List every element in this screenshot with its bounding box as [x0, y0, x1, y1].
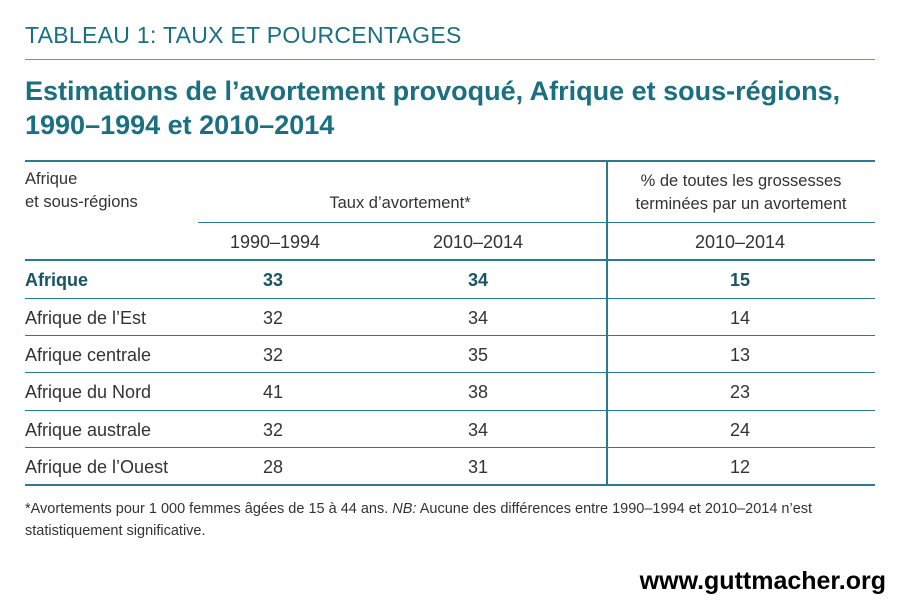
- row-region: Afrique centrale: [25, 345, 152, 365]
- header-pct-line1: % de toutes les grossesses: [640, 172, 842, 190]
- row-region: Afrique du Nord: [25, 382, 152, 402]
- row-rate-1990: 32: [262, 308, 284, 328]
- row-divider: [25, 335, 875, 336]
- row-divider: [25, 372, 875, 373]
- row-pct-2010: 12: [729, 457, 751, 477]
- page-title: Estimations de l’avortement provoqué, Af…: [25, 76, 841, 140]
- table-label: TABLEAU 1: TAUX ET POURCENTAGES: [25, 22, 462, 48]
- row-rate-1990: 41: [262, 382, 284, 402]
- footnote-nb-label: NB:: [392, 501, 417, 517]
- row-pct-2010: 14: [729, 308, 751, 328]
- row-divider: [25, 298, 875, 299]
- row-rate-2010: 34: [467, 420, 489, 440]
- row-rate-1990: 28: [262, 457, 284, 477]
- footnote-nb-text: Aucune des différences entre 1990–1994 e…: [25, 501, 813, 539]
- footnote-star: *Avortements pour 1 000 femmes âgées de …: [25, 501, 389, 517]
- subheader-2010: 2010–2014: [432, 232, 524, 252]
- header-abortion-rate: Taux d’avortement*: [329, 194, 471, 212]
- row-rate-2010: 34: [467, 308, 489, 328]
- row-divider: [25, 410, 875, 411]
- row-region: Afrique de l’Ouest: [25, 457, 169, 477]
- table-top-rule: [25, 160, 875, 162]
- row-pct-2010: 23: [729, 382, 751, 402]
- subheader-rule: [198, 222, 875, 223]
- row-region: Afrique: [25, 270, 88, 290]
- header-pct-line2: terminées par un avortement: [635, 195, 847, 213]
- header-region-line2: et sous-régions: [25, 193, 138, 211]
- brand-url: www.guttmacher.org: [639, 567, 886, 595]
- header-region-line1: Afrique: [25, 170, 78, 188]
- table-bottom-rule: [25, 484, 875, 486]
- row-rate-2010: 35: [467, 345, 489, 365]
- row-rate-2010: 34: [467, 270, 489, 290]
- subheader-2010-pct: 2010–2014: [694, 232, 786, 252]
- row-pct-2010: 15: [729, 270, 751, 290]
- header-bottom-rule: [25, 259, 875, 261]
- column-divider: [606, 160, 608, 485]
- row-rate-1990: 33: [262, 270, 284, 290]
- subheader-1990: 1990–1994: [229, 232, 321, 252]
- footnote: *Avortements pour 1 000 femmes âgées de …: [25, 498, 875, 542]
- row-region: Afrique de l’Est: [25, 308, 147, 328]
- row-divider: [25, 447, 875, 448]
- header-divider: [25, 59, 875, 60]
- row-region: Afrique australe: [25, 420, 152, 440]
- row-pct-2010: 24: [729, 420, 751, 440]
- row-rate-2010: 38: [467, 382, 489, 402]
- row-rate-1990: 32: [262, 345, 284, 365]
- row-pct-2010: 13: [729, 345, 751, 365]
- row-rate-1990: 32: [262, 420, 284, 440]
- row-rate-2010: 31: [467, 457, 489, 477]
